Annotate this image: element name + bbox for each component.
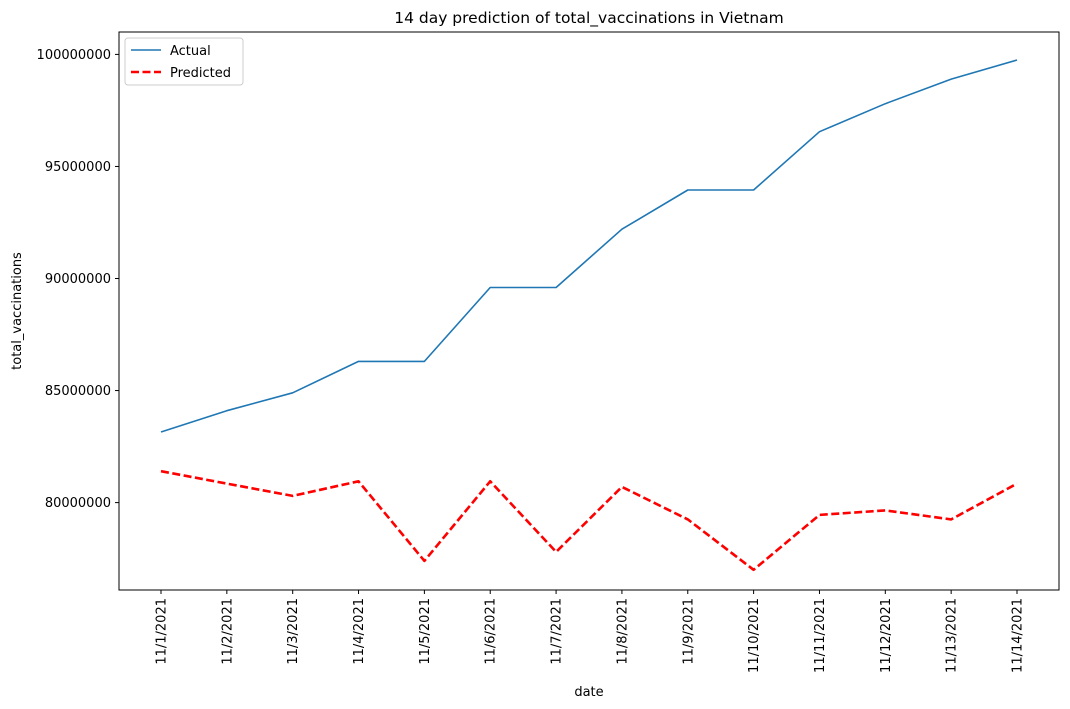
y-axis: 80000000 85000000 90000000 95000000 10000000… <box>37 48 119 511</box>
series-lines <box>160 59 1018 572</box>
y-tick-label: 90000000 <box>45 272 111 287</box>
x-tick-label: 11/9/2021 <box>681 598 696 665</box>
legend-predicted-label: Predicted <box>170 66 231 81</box>
x-tick-label: 11/6/2021 <box>484 598 499 665</box>
legend-actual-label: Actual <box>170 44 211 59</box>
x-axis-label: date <box>574 685 603 700</box>
x-tick-label: 11/1/2021 <box>155 598 170 665</box>
x-tick-label: 11/4/2021 <box>352 598 367 665</box>
x-tick-label: 11/14/2021 <box>1011 598 1026 673</box>
y-tick-label: 100000000 <box>37 48 111 63</box>
y-tick-label: 95000000 <box>45 160 111 175</box>
x-tick-label: 11/7/2021 <box>550 598 565 665</box>
legend: Actual Predicted <box>124 37 244 86</box>
x-axis: 11/1/2021 11/2/2021 11/3/2021 11/4/2021 11/5… <box>155 590 1026 673</box>
x-tick-label: 11/12/2021 <box>879 598 894 673</box>
series-line-predicted <box>160 469 1018 572</box>
chart-title: 14 day prediction of total_vaccinations … <box>394 9 784 28</box>
x-tick-label: 11/5/2021 <box>418 598 433 665</box>
y-axis-label: total_vaccinations <box>10 252 25 370</box>
series-line-actual <box>160 59 1018 433</box>
x-tick-label: 11/10/2021 <box>747 598 762 673</box>
y-tick-label: 85000000 <box>45 384 111 399</box>
y-tick-label: 80000000 <box>45 496 111 511</box>
x-tick-label: 11/8/2021 <box>615 598 630 665</box>
x-tick-label: 11/11/2021 <box>813 598 828 673</box>
x-tick-label: 11/13/2021 <box>945 598 960 673</box>
plot-area-frame <box>118 31 1060 591</box>
x-tick-label: 11/3/2021 <box>286 598 301 665</box>
x-tick-label: 11/2/2021 <box>220 598 235 665</box>
